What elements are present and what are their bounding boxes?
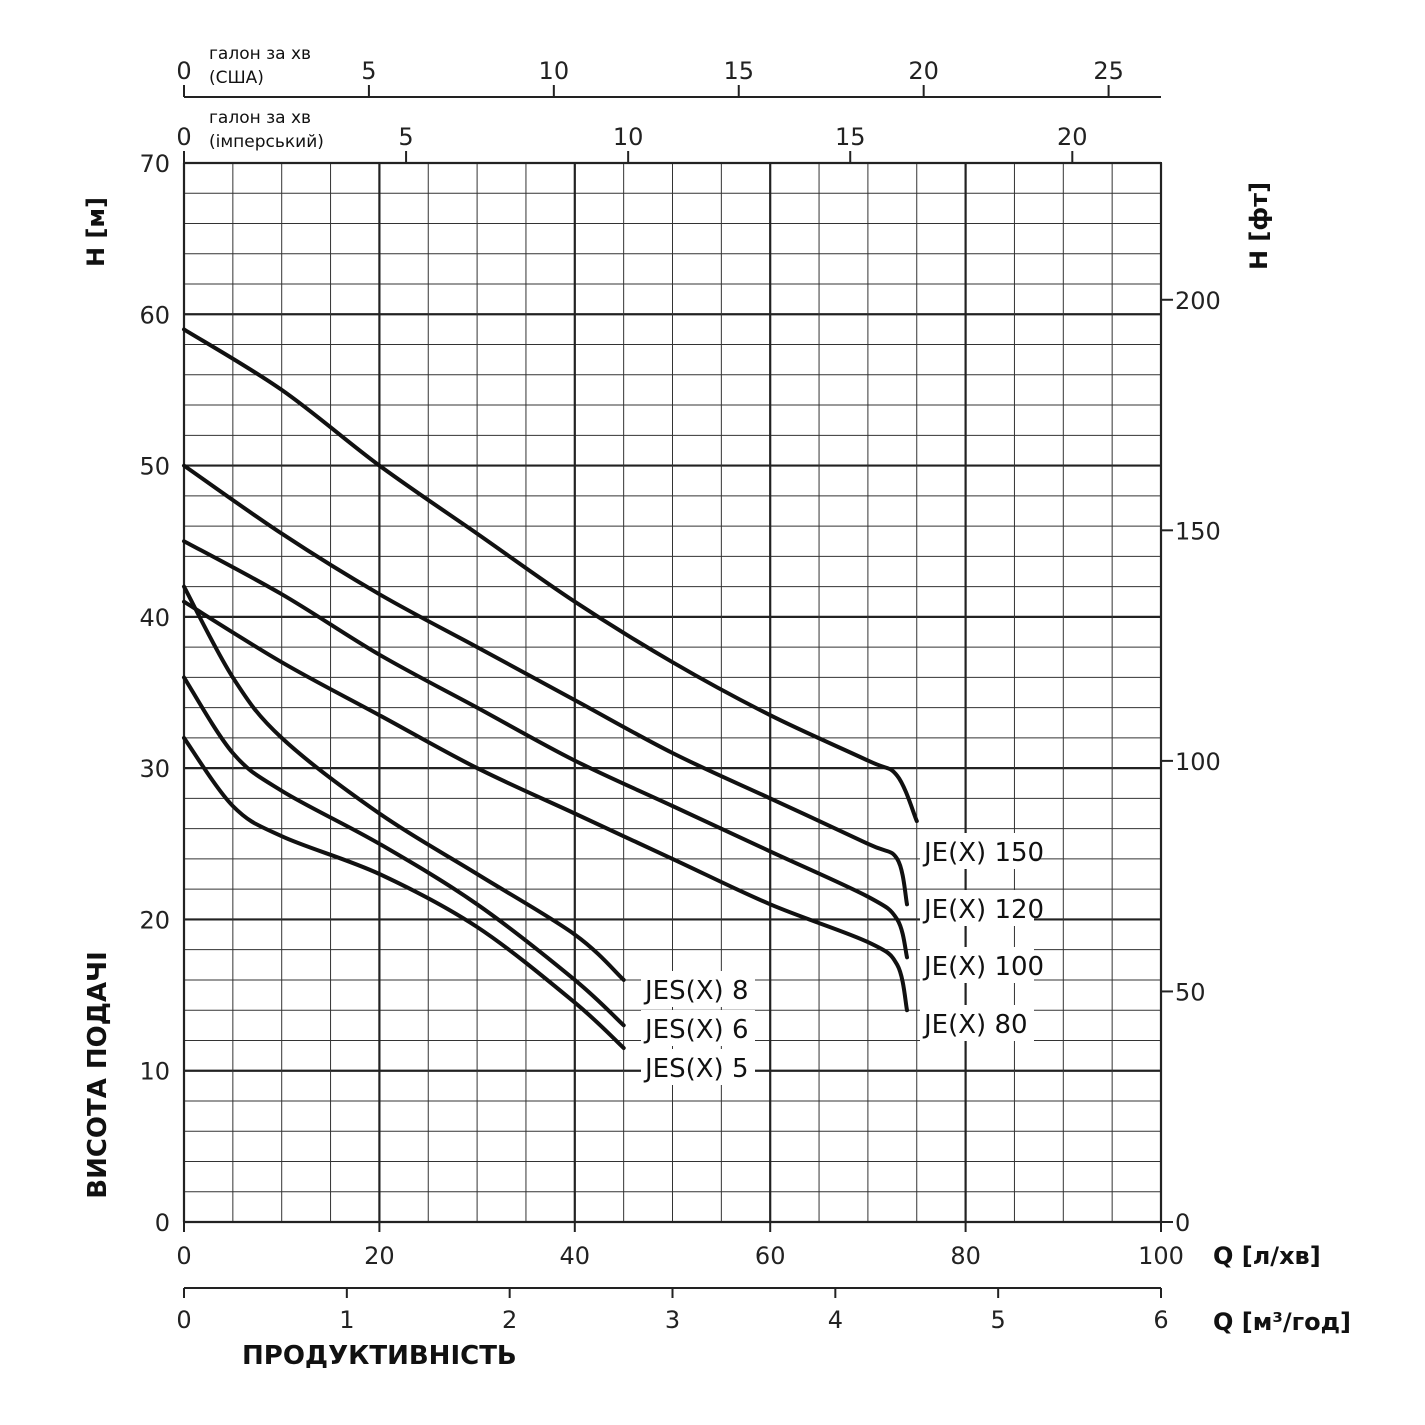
y-tick-label-left: 10 xyxy=(139,1058,170,1086)
series-curve-6 xyxy=(182,735,626,1050)
x-tick-label-m3h: 1 xyxy=(339,1306,354,1334)
y-tick-label-right: 150 xyxy=(1175,517,1221,545)
x-tick-label-lpm: 80 xyxy=(950,1242,981,1270)
imp-gpm-label-2: (імперський) xyxy=(209,132,324,152)
x-tick-label-m3h: 3 xyxy=(665,1306,680,1334)
x-tick-label-lpm: 60 xyxy=(755,1242,786,1270)
series-label-bg xyxy=(920,890,1034,926)
y-tick-label-right: 0 xyxy=(1175,1209,1190,1237)
series-curve-2 xyxy=(182,539,909,960)
series-curve-0 xyxy=(182,327,919,824)
y-tick-label-left: 30 xyxy=(139,755,170,783)
series-label-bg xyxy=(920,833,1034,869)
series-curve-5 xyxy=(182,675,626,1028)
y-tick-label-right: 50 xyxy=(1175,978,1206,1006)
x-tick-label-lpm: 40 xyxy=(560,1242,591,1270)
us-gpm-label-2: (США) xyxy=(209,68,264,88)
x-tick-label-lpm: 100 xyxy=(1138,1242,1184,1270)
x-axis-bottom-label: ПРОДУКТИВНІСТЬ xyxy=(242,1341,517,1371)
y-tick-label-left: 50 xyxy=(139,453,170,481)
series-label-bg xyxy=(920,947,1034,983)
x-tick-label-m3h: 5 xyxy=(991,1306,1006,1334)
series-label-bg xyxy=(641,1010,755,1046)
series-label: JES(X) 8 xyxy=(643,976,749,1006)
y-tick-label-left: 0 xyxy=(155,1209,170,1237)
series-label-bg xyxy=(920,1005,1034,1041)
y-tick-label-right: 200 xyxy=(1175,287,1221,315)
plot-frame xyxy=(183,162,1162,1223)
x-tick-label-imp-gpm: 0 xyxy=(176,123,191,151)
curves xyxy=(182,327,919,1050)
x-tick-label-imp-gpm: 15 xyxy=(835,123,866,151)
series-label: JE(X) 120 xyxy=(922,895,1044,925)
series-label: JE(X) 100 xyxy=(922,952,1044,982)
series-curve-4 xyxy=(182,584,626,982)
y-axis-label-right: H [фт] xyxy=(1245,182,1273,270)
x-tick-label-m3h: 0 xyxy=(176,1306,191,1334)
x-tick-label-us-gpm: 20 xyxy=(908,57,939,85)
series-label: JE(X) 150 xyxy=(922,838,1044,868)
x-tick-label-imp-gpm: 5 xyxy=(398,123,413,151)
series-curve-3 xyxy=(182,599,909,1013)
x-tick-label-us-gpm: 15 xyxy=(723,57,754,85)
y-tick-label-right: 100 xyxy=(1175,748,1221,776)
x-tick-label-lpm: 20 xyxy=(364,1242,395,1270)
x-tick-label-us-gpm: 5 xyxy=(361,57,376,85)
x-tick-label-us-gpm: 0 xyxy=(176,57,191,85)
x-axis-label-m3h: Q [м³/год] xyxy=(1213,1308,1351,1336)
x-tick-label-imp-gpm: 10 xyxy=(613,123,644,151)
y-tick-label-left: 70 xyxy=(139,150,170,178)
series-label: JES(X) 5 xyxy=(643,1054,749,1084)
us-gpm-label-1: галон за хв xyxy=(209,44,311,64)
series-label-bg xyxy=(641,971,755,1007)
series-curve-1 xyxy=(182,463,909,907)
y-tick-label-left: 60 xyxy=(139,301,170,329)
series-label: JE(X) 80 xyxy=(922,1010,1028,1040)
x-axis-label-lpm: Q [л/хв] xyxy=(1213,1242,1321,1270)
imp-gpm-label-1: галон за хв xyxy=(209,108,311,128)
y-axis-label-left: H [м] xyxy=(82,197,110,267)
series-label-bg xyxy=(641,1049,755,1085)
series-labels: JE(X) 150 JE(X) 120 JE(X) 100 JE(X) 80 JES(X… xyxy=(641,833,1044,1085)
series-label: JES(X) 6 xyxy=(643,1015,749,1045)
y-axis-side-label: ВИСОТА ПОДАЧІ xyxy=(83,951,113,1199)
x-tick-label-us-gpm: 25 xyxy=(1093,57,1124,85)
x-tick-label-lpm: 0 xyxy=(176,1242,191,1270)
x-tick-label-m3h: 4 xyxy=(828,1306,843,1334)
x-tick-label-m3h: 2 xyxy=(502,1306,517,1334)
y-tick-label-left: 20 xyxy=(139,906,170,934)
x-tick-label-imp-gpm: 20 xyxy=(1057,123,1088,151)
y-tick-label-left: 40 xyxy=(139,604,170,632)
x-tick-label-m3h: 6 xyxy=(1153,1306,1168,1334)
x-tick-label-us-gpm: 10 xyxy=(539,57,570,85)
